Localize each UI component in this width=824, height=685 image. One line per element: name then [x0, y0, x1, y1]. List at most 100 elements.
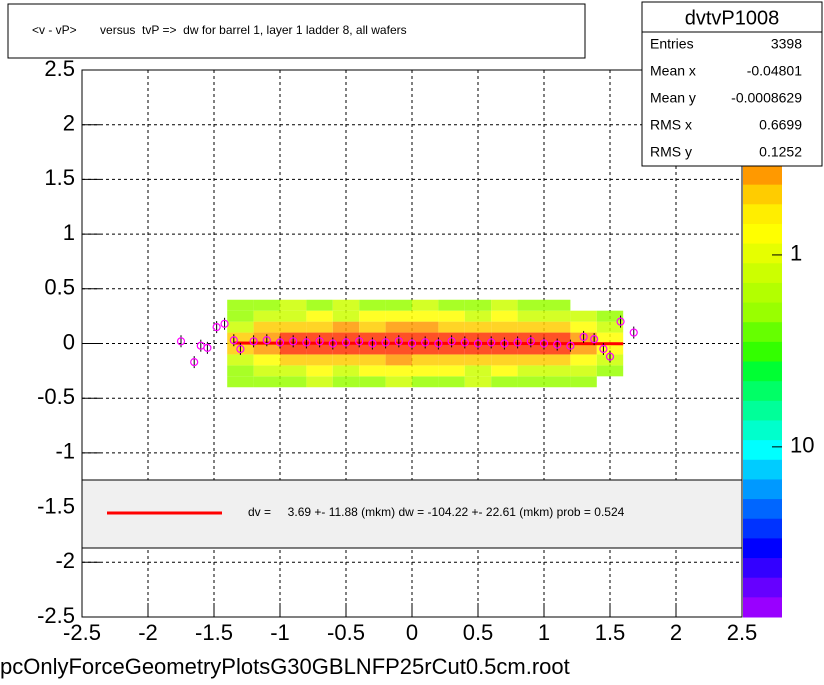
heatmap-cell — [253, 354, 280, 366]
heatmap-cell — [306, 354, 333, 366]
colorbar-band — [743, 499, 782, 520]
profile-point — [381, 338, 390, 347]
heatmap-cell — [596, 343, 624, 355]
heatmap-cell — [464, 365, 492, 377]
heatmap-cell — [385, 321, 412, 333]
x-tick-label: -1.5 — [195, 620, 233, 645]
heatmap-cell — [227, 376, 254, 388]
heatmap-cell — [570, 365, 597, 377]
y-tick-label: 2.5 — [44, 56, 75, 81]
x-tick-label: 1 — [538, 620, 550, 645]
colorbar — [743, 165, 782, 618]
colorbar-band — [743, 558, 782, 579]
profile-point — [190, 357, 199, 367]
heatmap-cell — [412, 376, 439, 388]
heatmap-cell — [306, 376, 333, 388]
heatmap-cell — [306, 343, 333, 355]
heatmap-cell — [385, 354, 412, 366]
stats-value: -0.04801 — [747, 63, 802, 79]
heatmap-cell — [359, 354, 386, 366]
profile-point — [176, 337, 186, 346]
profile-point — [262, 336, 271, 345]
heatmap-cell — [438, 321, 465, 333]
profile-point — [447, 337, 456, 346]
heatmap-cell — [438, 376, 465, 388]
z-tick-label: 10 — [790, 433, 814, 458]
colorbar-band — [743, 459, 782, 480]
profile-point — [539, 339, 549, 348]
y-tick-label: 1.5 — [44, 165, 75, 190]
heatmap-cell — [491, 354, 518, 366]
x-tick-label: -1 — [270, 620, 290, 645]
y-tick-label: -2 — [55, 548, 75, 573]
heatmap-cell — [464, 321, 492, 333]
heatmap-cell — [280, 376, 307, 388]
colorbar-band — [743, 282, 782, 304]
heatmap-cell — [385, 299, 412, 311]
profile-point — [590, 335, 599, 344]
profile-point — [473, 339, 483, 348]
colorbar-band — [743, 538, 782, 559]
profile-point — [203, 343, 212, 352]
heatmap-cell — [306, 299, 333, 311]
heatmap-cell — [438, 299, 465, 311]
x-tick-label: 2 — [670, 620, 682, 645]
profile-point — [487, 338, 496, 347]
heatmap-cell — [570, 376, 597, 388]
profile-point — [526, 337, 535, 346]
heatmap-cell — [438, 343, 465, 355]
profile-point — [212, 322, 221, 332]
heatmap-cell — [491, 376, 518, 388]
heatmap-cell — [385, 365, 412, 377]
profile-point — [616, 317, 625, 326]
heatmap-cell — [280, 321, 307, 333]
profile-point — [629, 328, 638, 337]
profile-point — [605, 352, 615, 361]
heatmap-cell — [227, 332, 254, 344]
heatmap-cell — [412, 343, 439, 355]
colorbar-band — [743, 440, 782, 461]
heatmap-cell — [517, 343, 544, 355]
plot-area — [81, 69, 743, 618]
profile-point — [275, 338, 285, 347]
frame — [81, 69, 743, 618]
heatmap-cell — [438, 310, 465, 322]
heatmap-cell — [544, 321, 571, 333]
heatmap-cell — [359, 365, 386, 377]
heatmap-cell — [359, 321, 386, 333]
y-tick-label: -2.5 — [37, 603, 75, 628]
footer: pcOnlyForceGeometryPlotsG30GBLNFP25rCut0… — [0, 654, 570, 679]
stats-label: Mean y — [650, 90, 696, 106]
colorbar-band — [743, 322, 782, 343]
heatmap-cell — [227, 354, 254, 366]
heatmap-cell — [544, 310, 571, 322]
x-tick-label: 0.5 — [463, 620, 494, 645]
heatmap-cell — [306, 321, 333, 333]
colorbar-band — [743, 223, 782, 245]
colorbar-band — [743, 518, 782, 539]
heatmap-cell — [332, 299, 360, 311]
profile-point — [579, 332, 588, 342]
y-tick-label: -1 — [55, 439, 75, 464]
stats-value: 0.6699 — [759, 117, 802, 133]
profile-point — [328, 339, 337, 348]
stats-box: dvtvP1008 Entries 3398 Mean x -0.04801 Mean y… — [641, 1, 823, 167]
heatmap-cell — [412, 354, 439, 366]
heatmap-cell — [332, 343, 360, 355]
heatmap-cell — [596, 332, 624, 344]
heatmap-cell — [517, 354, 544, 366]
profile-point — [513, 338, 522, 347]
heatmap-cell — [464, 354, 492, 366]
heatmap-cell — [570, 321, 597, 333]
profile-point — [236, 344, 245, 354]
colorbar-band — [743, 243, 782, 264]
heatmap-cell — [306, 365, 333, 377]
heatmap-cell — [570, 310, 597, 322]
x-tick-label: 1.5 — [595, 620, 626, 645]
heatmap-cell — [517, 365, 544, 377]
heatmap-cell — [280, 343, 307, 355]
colorbar-band — [743, 479, 782, 500]
profile-point — [229, 336, 238, 345]
profile-point — [302, 338, 311, 347]
